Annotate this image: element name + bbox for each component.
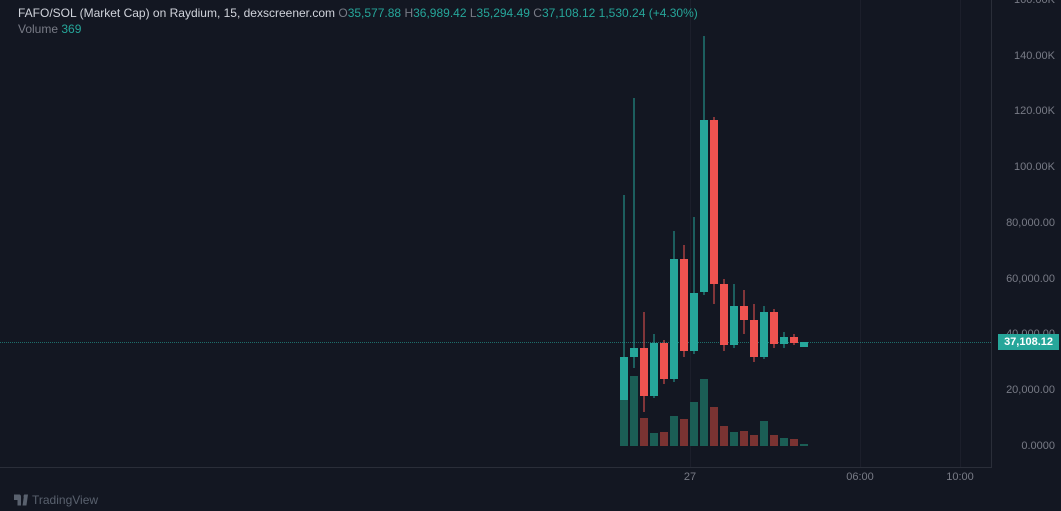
- volume-bar: [800, 444, 808, 445]
- ohlc-h-value: 36,989.42: [413, 6, 466, 20]
- candle-body: [630, 348, 638, 356]
- ohlc-h-label: H: [404, 6, 413, 20]
- current-price-line: [0, 342, 991, 343]
- y-axis-tick: 140.00K: [1014, 50, 1055, 62]
- candle-body: [760, 312, 768, 357]
- volume-bar: [670, 416, 678, 446]
- candle-body: [770, 312, 778, 344]
- candle-body: [670, 259, 678, 379]
- volume-bar: [630, 376, 638, 446]
- volume-bar: [750, 435, 758, 446]
- candle-body: [780, 337, 788, 344]
- grid-line: [690, 0, 691, 468]
- grid-line: [860, 0, 861, 468]
- candle-wick: [634, 98, 635, 368]
- candle-body: [700, 120, 708, 293]
- y-axis-tick: 160.00K: [1014, 0, 1055, 6]
- volume-bar: [620, 400, 628, 446]
- volume-bar: [740, 431, 748, 446]
- volume-bar: [690, 402, 698, 446]
- candle-body: [680, 259, 688, 351]
- ohlc-o-value: 35,577.88: [348, 6, 401, 20]
- y-axis-tick: 100.00K: [1014, 161, 1055, 173]
- tradingview-icon: [14, 493, 28, 507]
- y-axis-tick: 60,000.00: [1006, 273, 1055, 285]
- volume-bar: [680, 419, 688, 445]
- y-axis-tick: 20,000.00: [1006, 384, 1055, 396]
- ohlc-o-label: O: [338, 6, 347, 20]
- volume-bar: [770, 435, 778, 446]
- x-axis-tick: 27: [684, 471, 696, 483]
- volume-bar: [700, 379, 708, 446]
- ohlc-c-value: 37,108.12: [542, 6, 595, 20]
- symbol-label[interactable]: FAFO/SOL (Market Cap) on Raydium, 15, de…: [18, 6, 335, 20]
- candle-body: [690, 293, 698, 352]
- candle-body: [740, 306, 748, 320]
- candle-body: [800, 342, 808, 346]
- volume-bar: [720, 426, 728, 445]
- volume-value: 369: [61, 22, 81, 36]
- volume-bar: [640, 418, 648, 446]
- candle-body: [720, 284, 728, 345]
- volume-bar: [790, 439, 798, 446]
- volume-bar: [650, 433, 658, 445]
- y-axis-tick: 80,000.00: [1006, 217, 1055, 229]
- volume-label: Volume: [18, 22, 58, 36]
- volume-bar: [760, 421, 768, 446]
- ohlc-l-value: 35,294.49: [477, 6, 530, 20]
- tradingview-logo[interactable]: TradingView: [14, 493, 98, 507]
- candle-body: [660, 343, 668, 379]
- volume-bar: [780, 438, 788, 446]
- chart-container: FAFO/SOL (Market Cap) on Raydium, 15, de…: [0, 0, 1061, 511]
- y-axis-tick: 0.0000: [1021, 440, 1055, 452]
- tradingview-label: TradingView: [32, 493, 98, 507]
- volume-bar: [660, 432, 668, 446]
- volume-bar: [730, 432, 738, 445]
- volume-bar: [710, 407, 718, 446]
- candle-body: [640, 348, 648, 395]
- chart-plot-area[interactable]: [0, 0, 991, 468]
- candle-body: [790, 337, 798, 343]
- x-axis[interactable]: 27 06:00 10:00: [0, 467, 991, 487]
- chart-header: FAFO/SOL (Market Cap) on Raydium, 15, de…: [18, 6, 698, 36]
- ohlc-l-label: L: [470, 6, 477, 20]
- y-axis[interactable]: 160.00K 140.00K 120.00K 100.00K 80,000.00 60,…: [991, 0, 1061, 468]
- ohlc-c-label: C: [533, 6, 542, 20]
- candle-body: [710, 120, 718, 284]
- grid-line: [960, 0, 961, 468]
- current-price-tag: 37,108.12: [998, 334, 1059, 350]
- candle-body: [750, 320, 758, 356]
- candle-body: [730, 306, 738, 345]
- x-axis-tick: 10:00: [946, 471, 974, 483]
- x-axis-tick: 06:00: [846, 471, 874, 483]
- y-axis-tick: 120.00K: [1014, 105, 1055, 117]
- ohlc-change: 1,530.24 (+4.30%): [599, 6, 698, 20]
- candle-body: [650, 343, 658, 396]
